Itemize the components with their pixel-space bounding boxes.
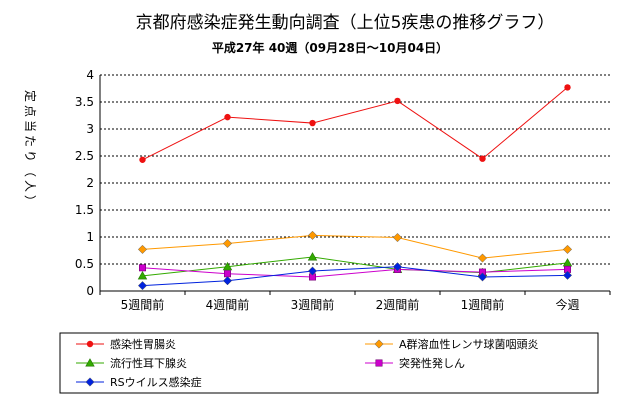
data-point	[86, 340, 94, 348]
data-point	[222, 276, 233, 286]
series-line	[142, 267, 568, 278]
data-point	[222, 261, 233, 271]
series-line	[142, 87, 568, 161]
legend-label: 流行性耳下腺炎	[110, 356, 187, 370]
data-point	[392, 262, 403, 272]
y-tick-label: 2	[86, 176, 94, 190]
legend-item: 突発性発しん	[365, 356, 465, 370]
series-line	[142, 256, 568, 277]
plot-area: 0 0.5 1 1.5 2 2.5 3 3.5 4 5週間前 4週間前 3週間前 2週間前 1週間前 今週	[75, 68, 611, 312]
x-tick-label: 1週間前	[461, 297, 505, 312]
data-point	[139, 264, 147, 272]
data-point	[85, 358, 95, 367]
data-point	[562, 244, 573, 254]
data-point	[562, 258, 573, 267]
y-tick-label: 3	[86, 122, 94, 136]
legend-label: 突発性発しん	[399, 356, 465, 370]
data-point	[307, 252, 318, 261]
x-tick-label: 4週間前	[206, 297, 250, 312]
series-3	[137, 252, 573, 280]
data-point	[479, 155, 486, 162]
y-tick-label: 1.5	[75, 203, 94, 217]
series-1	[139, 84, 571, 163]
legend-label: RSウイルス感染症	[110, 375, 202, 389]
x-tick-label: 5週間前	[121, 297, 165, 312]
legend-box	[59, 332, 599, 394]
series-5	[137, 262, 573, 291]
data-point	[564, 84, 571, 91]
data-point	[139, 156, 146, 163]
legend-label: A群溶血性レンサ球菌咽頭炎	[399, 337, 539, 351]
data-point	[309, 119, 316, 127]
x-tick-label: 2週間前	[376, 297, 420, 312]
series-4	[139, 264, 571, 281]
data-point	[374, 339, 384, 349]
series-line	[142, 266, 568, 287]
data-point	[477, 272, 488, 282]
y-axis-label: 定点当たり（人）	[23, 90, 38, 210]
x-tick-label: 今週	[555, 297, 579, 312]
data-point	[562, 270, 573, 280]
data-point	[394, 97, 401, 105]
data-point	[392, 232, 403, 243]
chart-subtitle: 平成27年 40週（09月28日～10月04日）	[212, 40, 448, 55]
y-tick-label: 0	[86, 284, 94, 298]
legend-item: A群溶血性レンサ球菌咽頭炎	[365, 337, 539, 351]
data-point	[307, 230, 318, 240]
data-point	[375, 359, 383, 367]
data-point	[477, 253, 488, 263]
series-2	[137, 230, 573, 263]
y-tick-label: 4	[86, 68, 94, 82]
y-tick-label: 3.5	[75, 95, 94, 109]
chart-title: 京都府感染症発生動向調査（上位5疾患の推移グラフ）	[136, 13, 555, 33]
legend-item: 感染性胃腸炎	[76, 337, 176, 351]
data-point	[85, 377, 95, 387]
y-tick-label: 1	[86, 230, 94, 244]
legend-label: 感染性胃腸炎	[110, 337, 176, 351]
x-tick-label: 3週間前	[291, 297, 335, 312]
data-point	[137, 244, 148, 254]
data-point	[137, 281, 148, 291]
data-point	[224, 113, 231, 121]
data-point	[224, 270, 232, 278]
data-point	[222, 238, 233, 249]
y-tick-label: 0.5	[75, 257, 94, 271]
series-line	[142, 234, 568, 259]
legend-item: 流行性耳下腺炎	[76, 356, 187, 370]
data-point	[307, 266, 318, 276]
y-tick-label: 2.5	[75, 149, 94, 163]
legend-item: RSウイルス感染症	[76, 375, 202, 389]
data-point	[137, 271, 148, 280]
